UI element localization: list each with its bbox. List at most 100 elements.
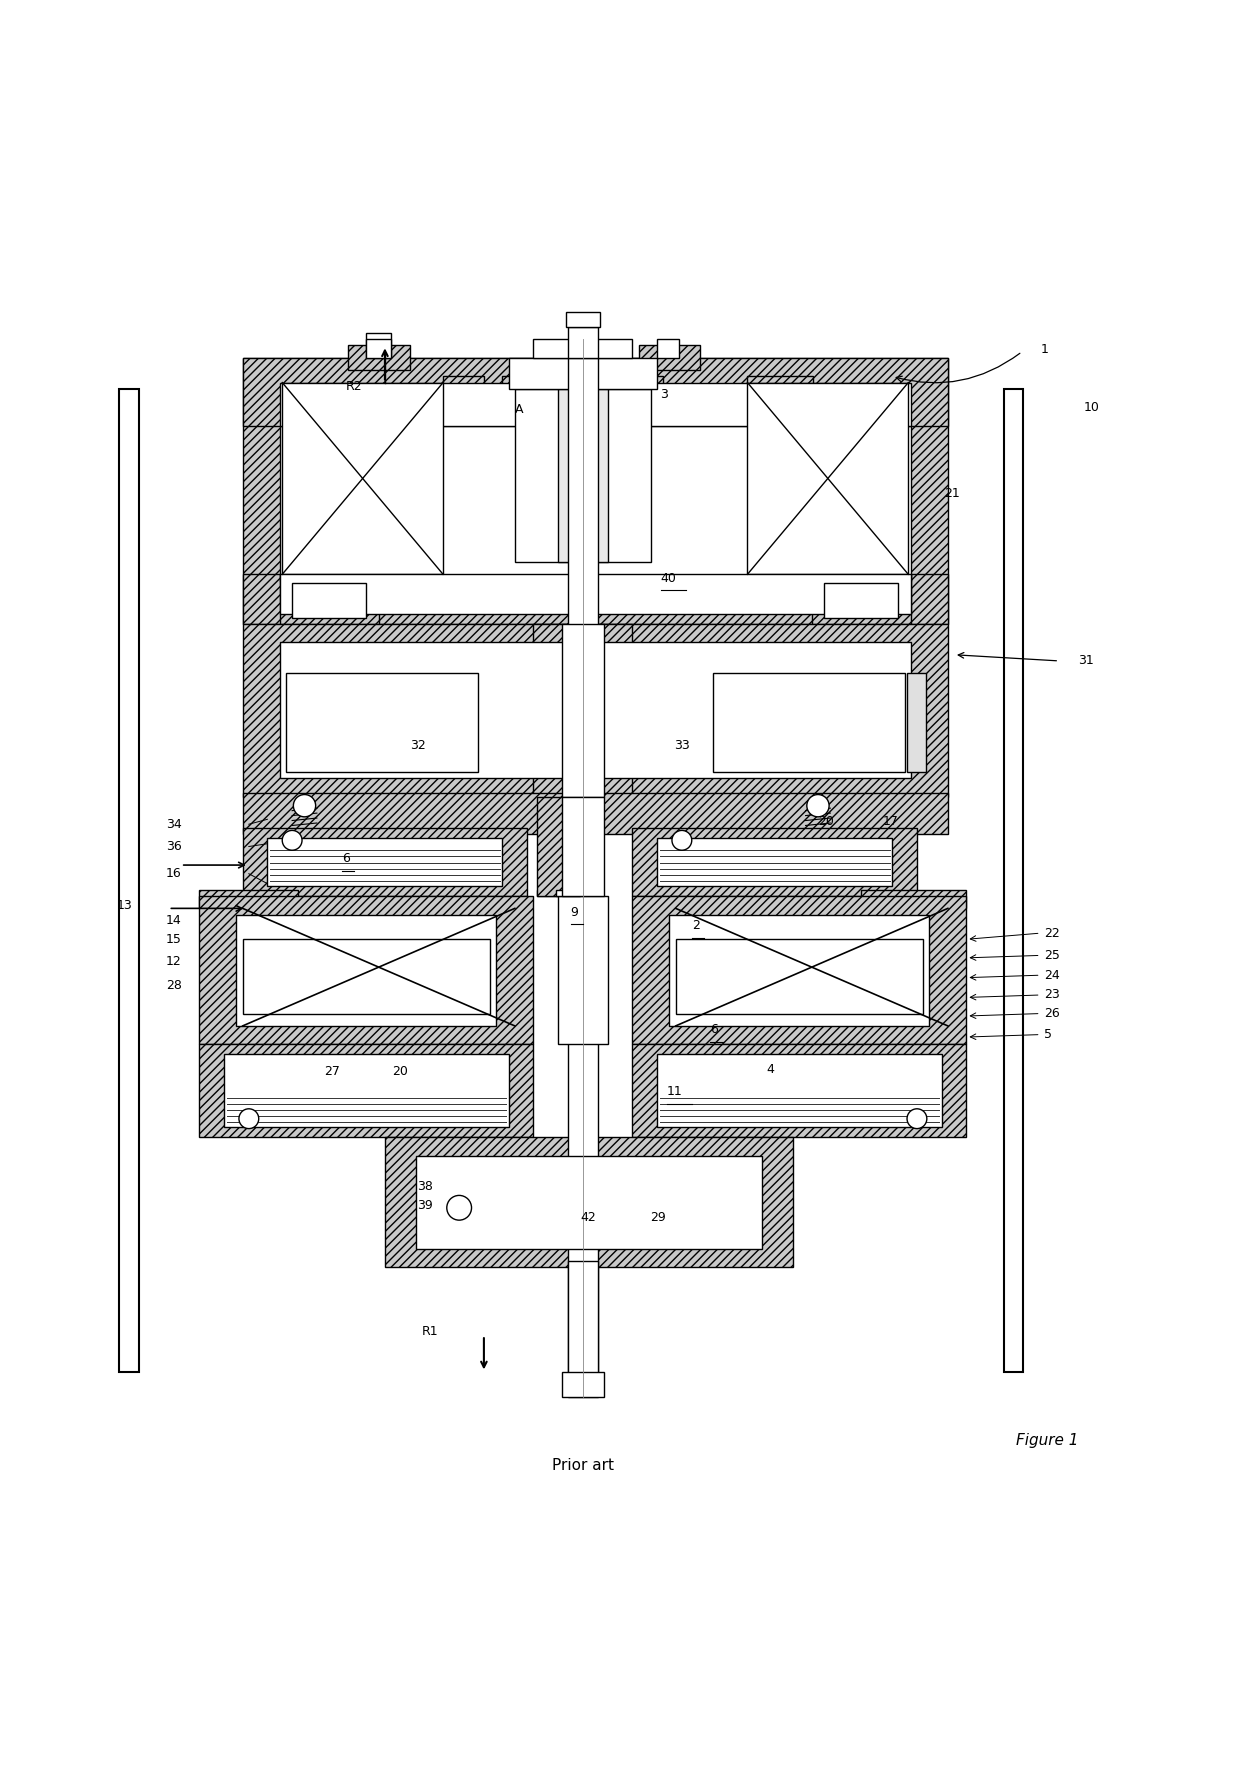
Circle shape [446, 1195, 471, 1220]
Text: 32: 32 [409, 738, 425, 751]
Text: 42: 42 [580, 1211, 596, 1224]
Bar [237, 914, 496, 1025]
Bar [508, 358, 657, 389]
Text: 4: 4 [766, 1063, 774, 1075]
Circle shape [283, 830, 303, 849]
Text: 6: 6 [711, 1023, 718, 1036]
Text: 20: 20 [818, 815, 833, 828]
Bar [562, 1373, 604, 1398]
Text: 13: 13 [117, 900, 133, 912]
Text: 28: 28 [166, 978, 182, 991]
Bar [243, 794, 947, 833]
Bar [366, 333, 391, 358]
Bar [670, 914, 929, 1025]
Text: 9: 9 [570, 905, 578, 919]
Text: 34: 34 [166, 817, 182, 831]
Circle shape [294, 794, 316, 817]
Bar [286, 674, 477, 772]
Bar [280, 426, 910, 581]
Bar [556, 891, 580, 896]
Text: 23: 23 [1044, 989, 1060, 1002]
Text: 1: 1 [1040, 342, 1049, 355]
Bar [347, 346, 409, 371]
Bar [280, 642, 910, 778]
Bar [268, 839, 502, 885]
Bar [562, 624, 604, 797]
Bar [243, 358, 947, 426]
Bar [533, 339, 632, 358]
Circle shape [807, 794, 830, 817]
Bar [243, 939, 490, 1014]
Bar [657, 1054, 941, 1127]
Bar [200, 1045, 533, 1138]
Bar [906, 674, 925, 772]
Text: 33: 33 [675, 738, 691, 751]
Text: R1: R1 [422, 1324, 439, 1339]
Bar [565, 312, 600, 326]
Bar [280, 573, 378, 624]
Bar [657, 339, 680, 358]
Bar [812, 573, 910, 624]
Text: 12: 12 [166, 955, 182, 968]
Bar [537, 891, 599, 896]
Bar [748, 382, 908, 573]
Text: 14: 14 [166, 914, 182, 926]
Bar [502, 376, 663, 573]
Bar [224, 1054, 508, 1127]
Text: 22: 22 [1044, 926, 1060, 939]
Text: 25: 25 [1044, 950, 1060, 962]
Bar [243, 828, 527, 896]
Bar [558, 389, 608, 563]
Text: A: A [515, 403, 523, 416]
Bar [243, 961, 490, 995]
Text: 2: 2 [692, 919, 699, 932]
Bar [415, 1156, 763, 1249]
Bar [825, 582, 898, 618]
Bar [713, 674, 904, 772]
Bar [657, 839, 893, 885]
Bar [676, 939, 923, 1014]
Bar [632, 896, 966, 1045]
Bar [639, 346, 701, 371]
Bar [243, 573, 947, 624]
Bar [748, 376, 813, 573]
Text: 16: 16 [166, 867, 182, 880]
Bar [1003, 389, 1023, 1373]
Bar [568, 1262, 598, 1378]
Bar [200, 896, 533, 1045]
Text: 39: 39 [417, 1199, 433, 1211]
Bar [537, 797, 599, 896]
Bar [280, 573, 910, 615]
Text: Figure 1: Figure 1 [1016, 1434, 1079, 1448]
Text: 3: 3 [660, 389, 667, 401]
Bar [515, 389, 651, 563]
Bar [293, 582, 366, 618]
Bar [632, 1045, 966, 1138]
Text: 29: 29 [650, 1211, 666, 1224]
Circle shape [239, 1109, 259, 1129]
Text: 31: 31 [1078, 654, 1094, 667]
Text: 15: 15 [166, 934, 182, 946]
Bar [862, 891, 966, 909]
Text: 26: 26 [1044, 1007, 1060, 1020]
Circle shape [672, 830, 692, 849]
Text: 40: 40 [661, 572, 677, 584]
Bar [562, 797, 604, 896]
Bar [119, 389, 139, 1373]
Bar [558, 896, 608, 1045]
Text: 10: 10 [1084, 401, 1100, 414]
Text: 11: 11 [667, 1084, 683, 1098]
Bar [632, 828, 916, 896]
Bar [243, 624, 947, 797]
Bar [200, 891, 299, 909]
Bar [568, 326, 598, 358]
Text: 21: 21 [944, 487, 960, 500]
Text: 20: 20 [392, 1064, 408, 1079]
Bar [443, 376, 484, 573]
Text: 38: 38 [417, 1181, 433, 1193]
Text: 17: 17 [883, 815, 898, 828]
Bar [283, 382, 443, 573]
Text: 36: 36 [166, 840, 182, 853]
Text: 24: 24 [1044, 969, 1060, 982]
Bar [366, 339, 391, 358]
